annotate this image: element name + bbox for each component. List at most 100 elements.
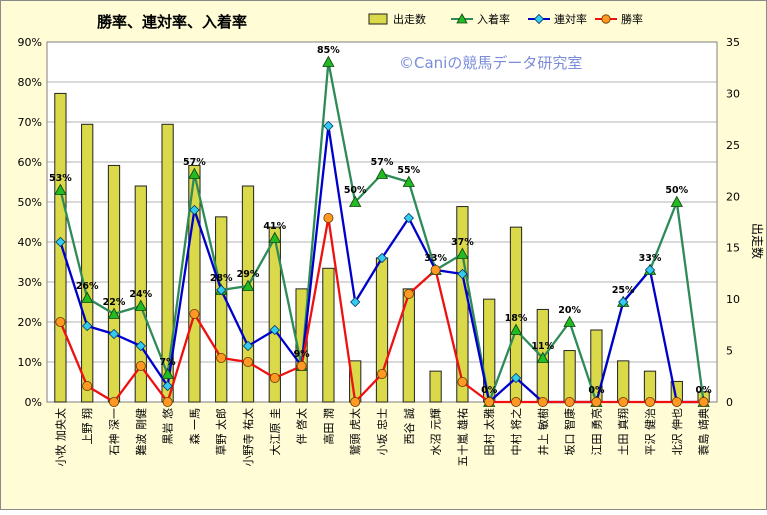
category-label: 大江原 圭	[268, 408, 282, 456]
right-tick-label: 35	[726, 36, 740, 49]
category-label: 上野 翔	[80, 408, 94, 445]
bar	[563, 350, 576, 403]
circle-marker	[430, 264, 441, 275]
diamond-marker	[189, 204, 200, 216]
circle-marker	[216, 352, 227, 363]
data-label: 0%	[481, 385, 498, 396]
right-tick-label: 5	[726, 345, 733, 358]
data-label: 50%	[344, 185, 367, 196]
left-tick-label: 0%	[25, 396, 42, 409]
right-tick-label: 25	[726, 139, 740, 152]
triangle-marker	[81, 291, 94, 303]
legend-marker	[456, 13, 468, 24]
legend-label: 連対率	[554, 12, 587, 26]
data-label: 25%	[612, 285, 635, 296]
diamond-marker	[376, 252, 388, 264]
bar	[375, 257, 389, 403]
triangle-marker	[509, 323, 523, 335]
category-label: 草野 太郎	[214, 408, 228, 456]
category-label: 小野寺 祐太	[242, 408, 255, 467]
category-labels: 小牧 加央太 上野 翔石神 深一 難波 剛健 黒岩 悠森 一馬 草野 太郎 小野寺 祐太大…	[53, 408, 710, 467]
category-label: 北沢 伸也	[670, 408, 684, 456]
data-label: 85%	[317, 45, 340, 56]
diamond-marker	[162, 380, 173, 392]
left-tick-label: 10%	[18, 356, 42, 369]
diamond-marker	[242, 340, 254, 352]
bar	[241, 185, 255, 403]
data-label: 9%	[294, 349, 311, 360]
data-label: 57%	[183, 157, 206, 168]
bar	[429, 370, 442, 403]
bar	[268, 226, 281, 403]
circle-marker	[82, 380, 93, 391]
left-tick-label: 70%	[18, 116, 42, 129]
data-label: 11%	[531, 341, 554, 352]
data-label: 7%	[160, 357, 177, 368]
circle-marker	[323, 212, 334, 223]
triangle-marker	[375, 167, 389, 179]
triangle-marker	[536, 351, 549, 363]
category-label: 小坂 忠士	[376, 408, 389, 456]
category-label: 坂口 智康	[563, 408, 577, 456]
circle-marker	[484, 396, 495, 407]
diamond-marker	[510, 372, 522, 384]
bar	[295, 288, 308, 403]
bar-series	[54, 92, 710, 403]
triangle-marker	[402, 175, 415, 187]
diamond-marker	[108, 328, 120, 340]
category-label: 鷲頭 虎太	[348, 408, 362, 456]
left-tick-label: 80%	[18, 76, 42, 89]
legend-label: 出走数	[393, 12, 426, 26]
data-label: 53%	[49, 173, 72, 184]
triangle-marker	[161, 367, 174, 379]
circle-marker	[564, 396, 575, 407]
circle-marker	[510, 396, 521, 407]
diamond-marker	[403, 212, 414, 224]
triangle-marker	[349, 195, 362, 207]
triangle-marker	[456, 247, 469, 259]
category-label: 難波 剛健	[135, 408, 148, 456]
circle-marker	[537, 396, 548, 407]
data-label: 41%	[263, 221, 286, 232]
circle-marker	[698, 396, 709, 407]
category-label: 黒岩 悠	[161, 408, 175, 445]
data-label: 22%	[103, 297, 126, 308]
category-label: 西谷 誠	[403, 408, 416, 445]
category-label: 江田 勇亮	[589, 408, 603, 456]
circle-marker	[457, 376, 468, 387]
legend-marker	[533, 13, 545, 25]
circle-marker	[618, 396, 629, 407]
data-label: 0%	[588, 385, 605, 396]
circle-marker	[269, 372, 280, 383]
data-label: 33%	[424, 253, 447, 264]
bar	[134, 185, 147, 403]
left-tick-label: 20%	[18, 316, 42, 329]
legend: 出走数 入着率 連対率 勝率	[368, 12, 643, 26]
data-label: 26%	[76, 281, 99, 292]
category-label: 五十嵐 雄祐	[455, 408, 469, 467]
diamond-marker	[135, 340, 146, 352]
circle-marker	[296, 360, 307, 371]
circle-marker	[55, 316, 66, 327]
category-label: 小牧 加央太	[53, 408, 67, 467]
circle-marker	[135, 360, 146, 371]
circle-marker	[376, 368, 387, 379]
right-axis-label: 出走数	[750, 223, 765, 259]
diamond-marker	[457, 268, 468, 280]
triangle-marker	[563, 315, 576, 327]
category-label: 田村 太雅	[482, 408, 496, 456]
right-tick-label: 10	[726, 293, 740, 306]
category-label: 井上 敏樹	[536, 408, 550, 456]
right-tick-label: 0	[726, 396, 733, 409]
left-tick-label: 90%	[18, 36, 42, 49]
triangle-marker	[107, 307, 121, 319]
data-labels: 53%26%22%24%7%57%28% 29%41%9%85%50%57%55%…	[49, 45, 712, 396]
data-label: 55%	[397, 165, 420, 176]
gridlines	[47, 81, 717, 363]
data-label: 33%	[639, 253, 662, 264]
legend-marker	[601, 14, 611, 24]
category-label: 森 一馬	[187, 408, 201, 445]
left-axis-ticks: 0% 10% 20% 30% 40% 50% 60% 70% 80% 90%	[18, 36, 42, 409]
